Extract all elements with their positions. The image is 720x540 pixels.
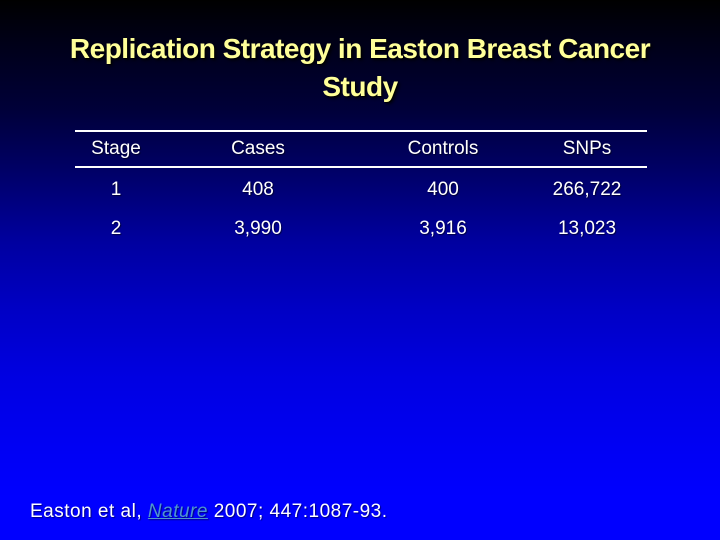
slide-title: Replication Strategy in Easton Breast Ca… (0, 30, 720, 106)
citation-suffix: 2007; 447:1087-93. (207, 501, 388, 522)
cell-stage: 2 (110, 217, 122, 239)
table-row: 1 408 400 266,722 (75, 170, 647, 209)
cell-cases: 3,990 (234, 217, 282, 239)
study-design-table: Stage Cases Controls SNPs 1 408 400 266,… (75, 130, 647, 248)
cell-controls: 400 (427, 178, 459, 200)
cell-controls: 3,916 (419, 217, 467, 239)
cell-snps: 13,023 (557, 217, 617, 239)
column-header-controls: Controls (407, 138, 479, 159)
cell-stage: 1 (110, 178, 122, 200)
cell-cases: 408 (242, 178, 274, 200)
citation: Easton et al, Nature 2007; 447:1087-93. (30, 501, 388, 523)
table-body: 1 408 400 266,722 2 3,990 3,916 13,023 (75, 168, 647, 248)
table-row: 2 3,990 3,916 13,023 (75, 209, 647, 248)
slide-title-line-2: Study (322, 71, 398, 102)
column-header-stage: Stage (91, 138, 141, 159)
journal-link[interactable]: Nature (147, 501, 208, 522)
column-header-cases: Cases (231, 138, 285, 159)
cell-snps: 266,722 (552, 178, 622, 200)
slide-title-line-1: Replication Strategy in Easton Breast Ca… (69, 33, 651, 64)
column-header-snps: SNPs (562, 138, 612, 159)
table-header-row: Stage Cases Controls SNPs (75, 130, 647, 168)
citation-prefix: Easton et al, (30, 501, 148, 522)
